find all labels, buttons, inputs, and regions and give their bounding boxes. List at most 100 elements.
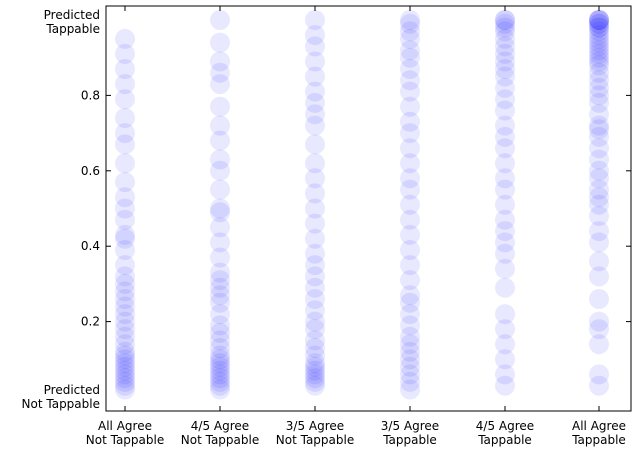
- data-point: [305, 289, 325, 309]
- data-point: [115, 349, 135, 370]
- data-point: [495, 100, 515, 121]
- data-point: [305, 371, 325, 392]
- data-point: [400, 224, 420, 245]
- data-point: [210, 364, 230, 385]
- data-point: [305, 198, 325, 219]
- series-1: [115, 28, 135, 400]
- data-point: [210, 149, 230, 170]
- data-point: [115, 319, 135, 340]
- data-point: [115, 326, 135, 347]
- data-point: [305, 330, 325, 351]
- data-point: [495, 13, 515, 34]
- data-point: [589, 206, 609, 226]
- series-5: [495, 10, 515, 396]
- data-point: [495, 59, 515, 79]
- data-point: [210, 315, 230, 336]
- data-point: [495, 334, 515, 355]
- data-point: [115, 43, 135, 64]
- x-tick-label: 3/5 Agree Not Tappable: [276, 419, 354, 447]
- data-point: [210, 32, 230, 53]
- data-point: [305, 356, 325, 377]
- data-point: [305, 168, 325, 189]
- data-point: [115, 255, 135, 276]
- data-point: [400, 255, 420, 276]
- data-point: [210, 262, 230, 283]
- data-point: [589, 43, 609, 64]
- data-point: [305, 243, 325, 264]
- data-point: [305, 10, 325, 30]
- data-point: [400, 153, 420, 174]
- data-point: [115, 341, 135, 362]
- data-point: [210, 353, 230, 374]
- data-point: [589, 21, 609, 42]
- data-point: [589, 232, 609, 253]
- data-point: [400, 194, 420, 215]
- data-point: [210, 360, 230, 381]
- data-point: [210, 349, 230, 370]
- data-point: [589, 62, 609, 83]
- data-point: [400, 292, 420, 313]
- data-point: [589, 138, 609, 159]
- data-point: [589, 179, 609, 200]
- data-point: [115, 368, 135, 389]
- data-point: [495, 126, 515, 147]
- data-point: [495, 232, 515, 253]
- y-label-top: Predicted Tappable: [44, 8, 100, 36]
- data-point: [305, 115, 325, 136]
- data-point: [210, 232, 230, 253]
- data-point: [589, 47, 609, 68]
- data-point: [115, 134, 135, 155]
- y-tick-label: 0.4: [81, 239, 100, 253]
- data-point: [495, 319, 515, 340]
- data-point: [115, 289, 135, 309]
- data-point: [115, 364, 135, 385]
- data-point: [115, 371, 135, 392]
- data-point: [400, 334, 420, 355]
- data-point: [305, 311, 325, 332]
- data-point: [210, 198, 230, 219]
- data-point: [210, 96, 230, 117]
- data-point: [589, 319, 609, 340]
- data-point: [495, 138, 515, 159]
- data-point: [495, 153, 515, 174]
- data-point: [305, 266, 325, 287]
- data-point: [589, 13, 609, 34]
- data-point: [210, 345, 230, 366]
- data-point: [400, 123, 420, 144]
- data-point: [589, 10, 609, 30]
- data-point: [589, 10, 609, 30]
- data-point: [115, 28, 135, 49]
- data-point: [115, 224, 135, 245]
- data-point: [115, 172, 135, 193]
- data-point: [305, 213, 325, 234]
- data-point: [495, 10, 515, 30]
- data-point: [115, 59, 135, 79]
- data-point: [305, 300, 325, 321]
- data-point: [305, 353, 325, 374]
- data-point: [210, 160, 230, 181]
- data-point: [210, 371, 230, 392]
- data-point: [589, 17, 609, 38]
- data-point: [589, 311, 609, 332]
- data-point: [589, 221, 609, 242]
- data-point: [495, 375, 515, 396]
- data-point: [400, 304, 420, 325]
- data-point: [210, 179, 230, 200]
- data-point: [210, 202, 230, 223]
- plot-frame: [105, 5, 632, 412]
- data-point: [210, 217, 230, 238]
- data-point: [115, 240, 135, 260]
- data-point: [115, 334, 135, 355]
- data-point: [210, 277, 230, 298]
- axes-layer: 0.2 0.4 0.6 0.8 Predicted Tappable Predicted No…: [22, 6, 631, 447]
- data-point: [589, 375, 609, 396]
- data-point: [589, 266, 609, 287]
- data-point: [210, 368, 230, 389]
- x-tick-label: 4/5 Agree Not Tappable: [181, 419, 259, 447]
- data-point: [210, 338, 230, 358]
- points-layer: [115, 10, 609, 400]
- data-point: [400, 179, 420, 200]
- data-point: [400, 379, 420, 400]
